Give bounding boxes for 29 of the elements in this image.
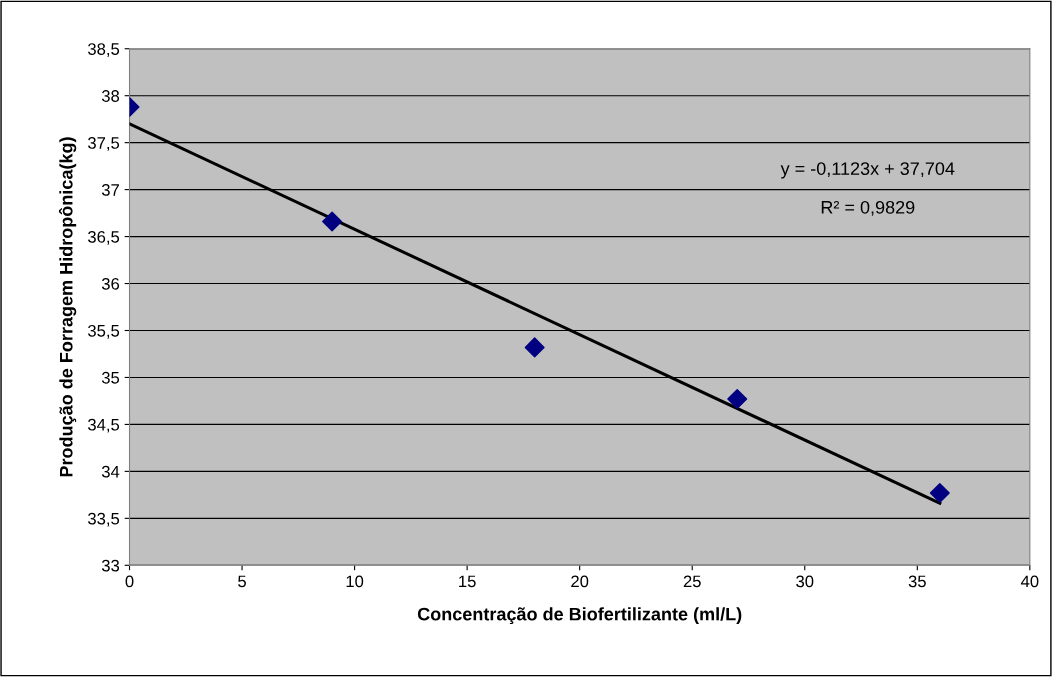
- x-tick-label: 15: [459, 575, 476, 588]
- y-tick-label: 36: [101, 277, 120, 290]
- x-tick-label: 5: [238, 575, 246, 588]
- x-tick-label: 35: [908, 575, 926, 588]
- y-tick-label: 37,5: [88, 137, 120, 151]
- y-tick-label: 37: [101, 184, 119, 196]
- y-tick-label: 36,5: [88, 230, 120, 245]
- x-tick-label: 30: [796, 575, 814, 588]
- y-tick-label: 35: [101, 371, 120, 384]
- y-tick-label: 33,5: [88, 512, 120, 527]
- y-tick-label: 38: [101, 90, 120, 102]
- y-tick-label: 35,5: [88, 324, 120, 339]
- annotation: y = -0,1123x + 37,704: [780, 162, 955, 179]
- y-tick-label: 34: [101, 465, 120, 478]
- point: [929, 482, 950, 503]
- point: [727, 389, 748, 410]
- y-axis-title: Produção de Forragem Hidropônica(kg): [58, 137, 77, 477]
- point: [322, 211, 343, 232]
- x-tick-label: 25: [683, 575, 701, 588]
- x-tick-label: 10: [346, 575, 364, 588]
- x-tick-label: 0: [125, 575, 134, 588]
- point: [524, 337, 545, 358]
- x-axis-title: Concentração de Biofertilizante (ml/L): [417, 607, 742, 625]
- annotation: R² = 0,9829: [821, 200, 915, 216]
- y-tick-label: 33: [101, 559, 120, 572]
- y-tick-label: 34,5: [88, 418, 120, 433]
- x-tick-label: 20: [571, 575, 589, 588]
- y-tick-label: 38,5: [88, 43, 120, 57]
- x-tick-label: 40: [1020, 575, 1039, 588]
